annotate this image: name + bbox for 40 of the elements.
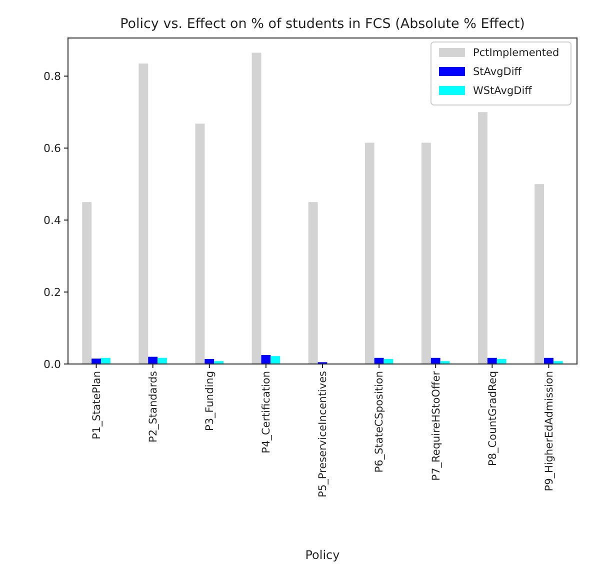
bar: [138, 64, 148, 364]
x-tick-label: P7_RequireHStoOffer: [430, 370, 442, 481]
bar: [421, 142, 431, 364]
bar: [270, 356, 280, 364]
bar: [534, 184, 544, 364]
x-tick-label: P3_Funding: [204, 371, 216, 431]
bar: [364, 142, 374, 364]
bar: [478, 112, 488, 364]
y-tick-label: 0.8: [44, 70, 61, 83]
legend-label: PctImplemented: [473, 47, 560, 60]
bar: [496, 358, 506, 364]
bar: [92, 358, 101, 364]
y-tick-label: 0.2: [44, 286, 61, 299]
x-tick-label: P4_Certification: [260, 371, 273, 454]
bar: [204, 358, 214, 364]
legend-label: WStAvgDiff: [473, 85, 533, 98]
bar: [374, 358, 384, 364]
x-tick-label: P5_PreserviceIncentives: [317, 371, 330, 498]
x-tick-label: P1_StatePlan: [90, 371, 103, 440]
bar: [195, 124, 205, 364]
y-tick-label: 0.6: [44, 142, 61, 155]
x-tick-label: P8_CountGradReq: [486, 371, 499, 466]
x-axis-title: Policy: [305, 548, 340, 562]
bar: [544, 358, 554, 364]
legend-label: StAvgDiff: [473, 66, 522, 78]
y-tick-label: 0.0: [44, 358, 61, 371]
bar: [430, 358, 440, 364]
bar: [148, 356, 158, 364]
chart-title: Policy vs. Effect on % of students in FCS (Absolute % Effect): [120, 16, 525, 32]
bar: [308, 202, 318, 364]
bar: [261, 355, 271, 364]
x-tick-label: P9_HigherEdAdmission: [543, 371, 556, 492]
bar: [487, 358, 497, 364]
bar: [158, 358, 167, 364]
x-tick-label: P2_Standards: [148, 371, 160, 443]
bar: [252, 52, 262, 364]
x-tick-label: P6_StateCSposition: [374, 371, 386, 473]
y-tick-label: 0.4: [44, 214, 61, 227]
bar: [100, 358, 110, 364]
bar: [82, 202, 92, 364]
